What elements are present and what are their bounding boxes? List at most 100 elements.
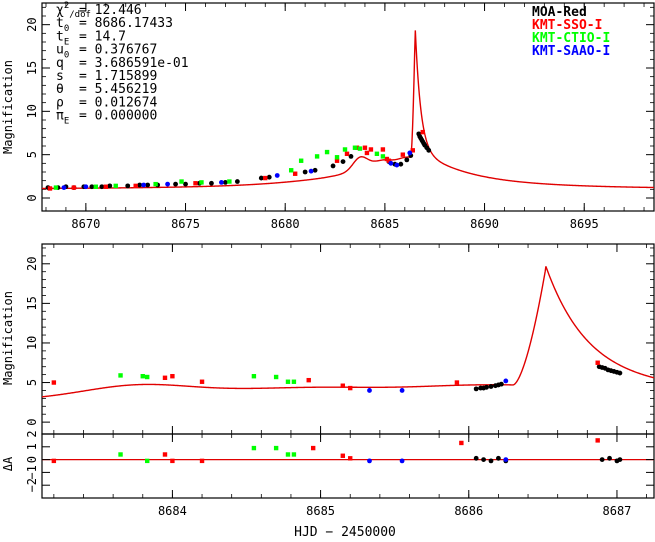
data-point-moa-red (173, 181, 178, 187)
data-point-moa-red (473, 455, 479, 461)
data-point-moa-red (599, 457, 605, 462)
x-tick-label: 8695 (570, 217, 599, 231)
data-point-kmt-ctio-i (291, 379, 297, 384)
data-point-kmt-ctio-i (53, 185, 59, 190)
residual-plot-frame (41, 433, 655, 499)
x-tick-label: 8685 (306, 504, 335, 518)
data-point-kmt-sso-i (348, 456, 353, 461)
data-point-kmt-sso-i (400, 152, 406, 157)
fit-param-value: = 12.446 (79, 3, 142, 18)
data-point-kmt-ctio-i (251, 445, 257, 451)
y-tick-label: 5 (25, 379, 39, 386)
y-tick-label: 15 (25, 61, 39, 75)
data-point-kmt-sso-i (103, 184, 108, 189)
y-tick-label: −2 (25, 478, 39, 492)
data-point-kmt-sso-i (368, 147, 374, 152)
data-point-kmt-saao-i (394, 162, 400, 168)
x-tick-label: 8680 (271, 217, 300, 231)
data-point-kmt-sso-i (364, 150, 370, 156)
fit-param-value: = 14.7 (79, 29, 126, 44)
data-point-kmt-ctio-i (298, 158, 304, 163)
data-point-kmt-saao-i (367, 458, 372, 464)
data-point-kmt-ctio-i (93, 184, 99, 189)
fit-param-label: θ (56, 82, 64, 97)
fit-param-value: = 3.686591e-01 (79, 56, 189, 71)
data-point-kmt-ctio-i (118, 452, 123, 457)
data-point-kmt-sso-i (410, 148, 415, 153)
data-point-kmt-ctio-i (145, 374, 150, 380)
legend-entry: MOA-Red (532, 5, 587, 20)
data-point-kmt-ctio-i (288, 168, 294, 173)
data-point-kmt-ctio-i (291, 452, 297, 457)
y-tick-label: 1 (25, 443, 39, 450)
zoom-ylabel: Magnification (1, 291, 15, 385)
data-point-kmt-ctio-i (374, 151, 380, 156)
data-point-kmt-ctio-i (285, 379, 291, 384)
data-point-moa-red (209, 180, 214, 186)
x-tick-label: 8690 (470, 217, 499, 231)
data-point-moa-red (125, 183, 131, 189)
data-point-moa-red (107, 183, 113, 189)
data-point-kmt-saao-i (308, 168, 314, 174)
data-point-moa-red (473, 386, 479, 392)
data-point-moa-red (481, 457, 486, 462)
data-point-kmt-sso-i (71, 185, 77, 190)
y-tick-label: 2 (25, 430, 39, 437)
data-point-kmt-saao-i (83, 184, 89, 190)
data-point-kmt-sso-i (340, 383, 346, 388)
data-point-kmt-sso-i (310, 445, 316, 451)
data-point-moa-red (398, 161, 404, 167)
data-point-kmt-sso-i (380, 147, 386, 152)
data-point-moa-red (426, 147, 432, 153)
data-point-kmt-sso-i (263, 175, 268, 181)
x-tick-label: 8684 (158, 504, 187, 518)
data-point-kmt-saao-i (141, 182, 147, 188)
data-point-kmt-sso-i (348, 385, 353, 391)
y-tick-label: 0 (25, 419, 39, 426)
data-point-moa-red (348, 154, 354, 159)
data-point-kmt-ctio-i (251, 374, 257, 379)
data-point-moa-red (404, 157, 410, 163)
data-point-kmt-sso-i (47, 186, 53, 191)
y-tick-label: 10 (25, 104, 39, 118)
data-point-kmt-ctio-i (357, 146, 363, 151)
data-point-kmt-sso-i (386, 158, 392, 163)
data-point-kmt-ctio-i (113, 183, 118, 189)
data-point-moa-red (234, 179, 240, 184)
data-point-kmt-sso-i (170, 458, 175, 464)
data-point-moa-red (607, 455, 612, 461)
data-point-kmt-saao-i (165, 181, 170, 187)
fit-param-label: u0 (56, 43, 69, 61)
data-point-kmt-sso-i (162, 452, 168, 457)
data-point-kmt-sso-i (193, 181, 198, 186)
data-point-kmt-ctio-i (140, 374, 145, 379)
data-point-kmt-sso-i (454, 380, 460, 385)
data-point-moa-red (488, 458, 494, 464)
data-point-moa-red (496, 455, 501, 461)
y-tick-label: 0 (25, 456, 39, 463)
data-point-kmt-saao-i (399, 458, 405, 464)
data-point-moa-red (484, 384, 489, 390)
data-point-moa-red (99, 184, 105, 190)
overview-ylabel: Magnification (1, 60, 15, 154)
data-point-kmt-saao-i (503, 457, 509, 462)
y-tick-label: 20 (25, 257, 39, 271)
legend-entry: KMT-SAAO-I (532, 44, 610, 59)
data-point-kmt-ctio-i (227, 179, 232, 184)
data-point-kmt-ctio-i (273, 445, 279, 451)
data-point-kmt-ctio-i (153, 181, 158, 187)
x-tick-label: 8687 (603, 504, 632, 518)
fit-param-value: = 1.715899 (79, 69, 157, 84)
data-point-moa-red (498, 381, 504, 387)
data-point-kmt-saao-i (219, 180, 224, 185)
fit-param-label: χ2/dof (56, 1, 91, 20)
data-point-kmt-sso-i (340, 453, 346, 458)
overview-plot-frame (41, 2, 655, 212)
overview-panel: 8670 8675 8680 8685 8690 8695 0 5 10 15 20 Magnif… (1, 1, 655, 231)
data-point-kmt-ctio-i (179, 179, 184, 184)
data-point-kmt-saao-i (407, 150, 413, 156)
data-point-moa-red (266, 174, 272, 180)
y-tick-label: 15 (25, 296, 39, 310)
data-point-kmt-sso-i (344, 151, 350, 156)
data-point-kmt-ctio-i (324, 149, 330, 155)
